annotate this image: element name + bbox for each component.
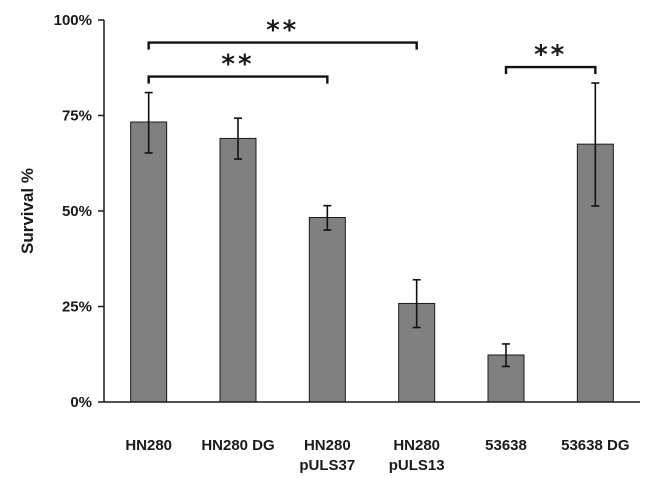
bars xyxy=(130,121,614,403)
significance-brackets: ** ** ** xyxy=(147,16,597,84)
x-category-label: 53638 xyxy=(485,437,527,454)
y-tick-label: 100% xyxy=(54,12,92,29)
error-bars xyxy=(144,82,600,368)
y-tick-label: 50% xyxy=(62,203,92,220)
bar-2 xyxy=(308,216,346,403)
significance-bracket-1 xyxy=(147,41,418,50)
significance-label: ** xyxy=(221,50,254,80)
y-tick-label: 25% xyxy=(62,299,92,316)
y-axis-title: Survival % xyxy=(18,168,37,254)
x-category-label: HN280 xyxy=(393,437,440,454)
significance-bracket-0 xyxy=(147,75,329,84)
significance-label: ** xyxy=(266,16,299,46)
x-axis-labels: HN280 HN280 DG HN280 pULS37 HN280 pULS13 53638… xyxy=(125,437,629,474)
y-tick-label: 75% xyxy=(62,108,92,125)
x-category-label: HN280 xyxy=(304,437,351,454)
x-category-label: HN280 xyxy=(125,437,172,454)
bar-1 xyxy=(219,137,257,403)
x-category-label-line2: pULS13 xyxy=(389,457,445,474)
x-category-label-line2: pULS37 xyxy=(299,457,355,474)
y-tick-label: 0% xyxy=(70,394,92,411)
x-category-label: 53638 DG xyxy=(561,437,629,454)
x-category-label: HN280 DG xyxy=(201,437,274,454)
y-axis: 0% 25% 50% 75% 100% xyxy=(54,12,105,411)
bar-0 xyxy=(130,121,168,403)
significance-bracket-2 xyxy=(504,65,597,75)
significance-label: ** xyxy=(534,40,567,70)
